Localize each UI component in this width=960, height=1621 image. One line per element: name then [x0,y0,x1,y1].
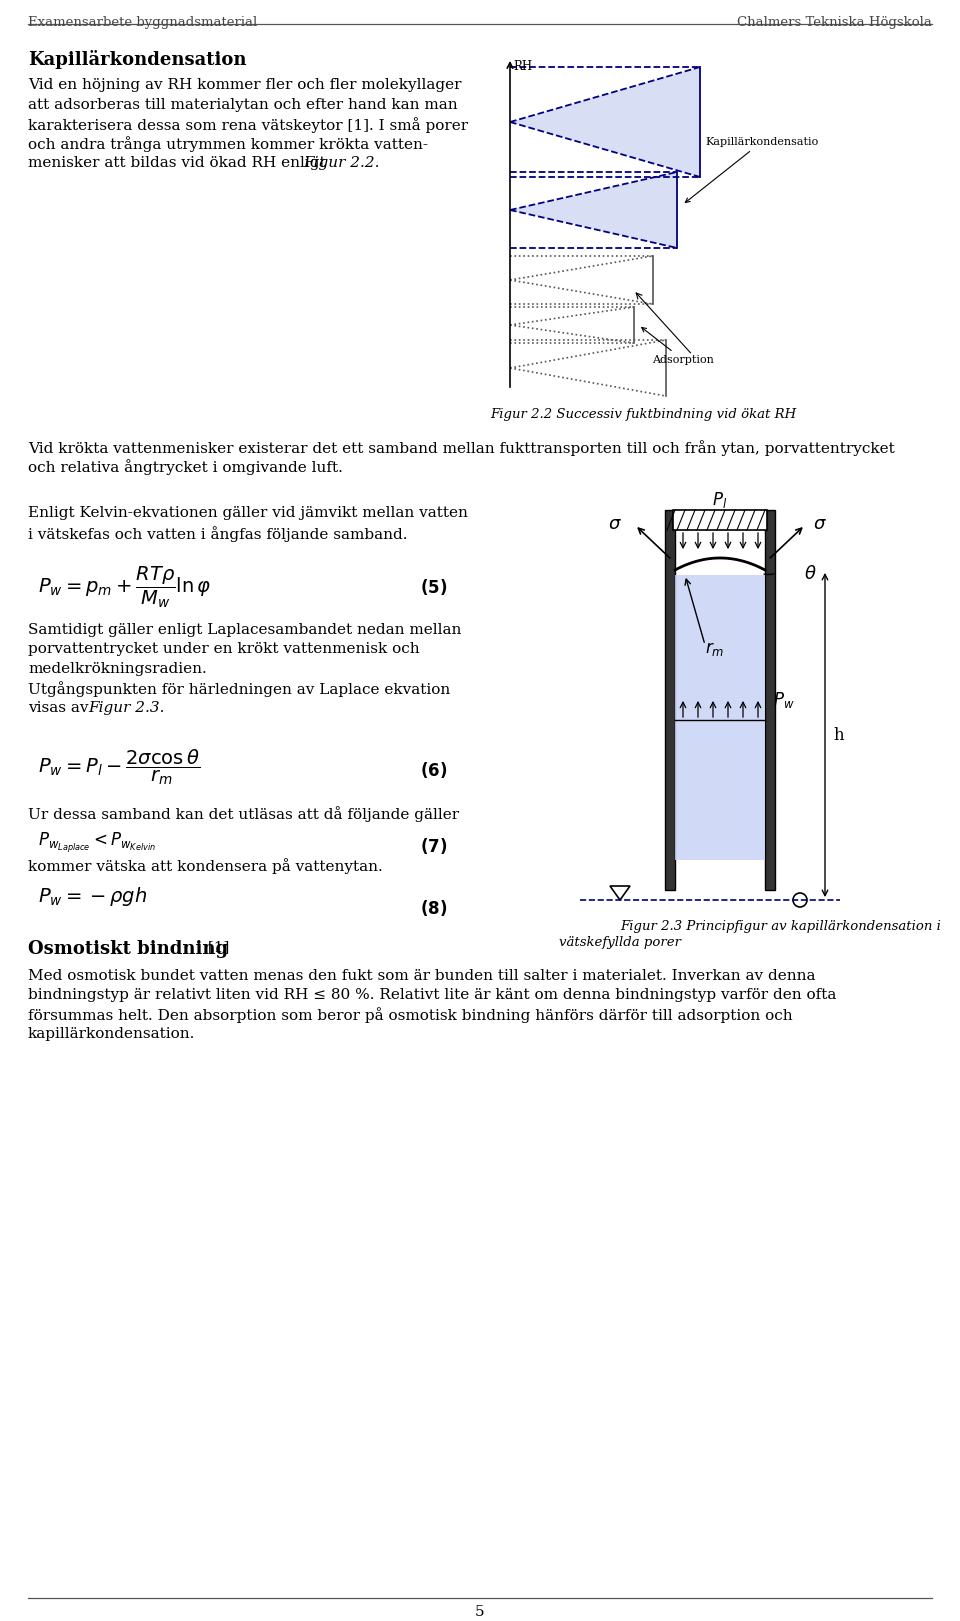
Text: bindningstyp är relativt liten vid RH ≤ 80 %. Relativt lite är känt om denna bin: bindningstyp är relativt liten vid RH ≤ … [28,989,836,1002]
Text: $\theta$: $\theta$ [804,566,816,584]
Bar [665,511,675,890]
Text: $r_m$: $r_m$ [706,640,725,658]
Text: Figur 2.2 Successiv fuktbindning vid ökat RH: Figur 2.2 Successiv fuktbindning vid öka… [490,408,796,421]
Text: porvattentrycket under en krökt vattenmenisk och: porvattentrycket under en krökt vattenme… [28,642,420,657]
Text: $P_{w_{Laplace}} < P_{w_{Kelvin}}$: $P_{w_{Laplace}} < P_{w_{Kelvin}}$ [38,830,156,854]
Text: $P_w = -\rho g h$: $P_w = -\rho g h$ [38,885,147,908]
Text: $P_w = P_l - \dfrac{2\sigma\cos\theta}{r_m}$: $P_w = P_l - \dfrac{2\sigma\cos\theta}{r… [38,747,200,788]
Text: kapillärkondensation.: kapillärkondensation. [28,1028,196,1041]
Text: Osmotiskt bindning: Osmotiskt bindning [28,940,228,958]
Text: Med osmotisk bundet vatten menas den fukt som är bunden till salter i materialet: Med osmotisk bundet vatten menas den fuk… [28,968,815,982]
Text: karakterisera dessa som rena vätskeytor [1]. I små porer: karakterisera dessa som rena vätskeytor … [28,117,468,133]
Text: $P_l$: $P_l$ [712,490,728,511]
Text: $P_w$: $P_w$ [773,691,795,710]
Text: Vid krökta vattenmenisker existerar det ett samband mellan fukttransporten till : Vid krökta vattenmenisker existerar det … [28,439,895,456]
Text: $\mathbf{(7)}$: $\mathbf{(7)}$ [420,835,447,856]
Text: Kapillärkondensation: Kapillärkondensation [28,50,247,70]
Text: Figur 2.3.: Figur 2.3. [88,700,164,715]
Text: 5: 5 [475,1605,485,1619]
Text: Examensarbete byggnadsmaterial: Examensarbete byggnadsmaterial [28,16,257,29]
Text: Chalmers Tekniska Högskola: Chalmers Tekniska Högskola [737,16,932,29]
Text: Kapillärkondensatio: Kapillärkondensatio [685,138,818,203]
Text: Enligt Kelvin-ekvationen gäller vid jämvikt mellan vatten: Enligt Kelvin-ekvationen gäller vid jämv… [28,506,468,520]
Text: kommer vätska att kondensera på vattenytan.: kommer vätska att kondensera på vattenyt… [28,858,383,874]
Text: Vid en höjning av RH kommer fler och fler molekyllager: Vid en höjning av RH kommer fler och fle… [28,78,462,92]
Text: i vätskefas och vatten i ångfas följande samband.: i vätskefas och vatten i ångfas följande… [28,525,407,541]
Text: Figur 2.3 Principfigur av kapillärkondensation i: Figur 2.3 Principfigur av kapillärkonden… [620,921,941,934]
Text: och andra trånga utrymmen kommer krökta vatten-: och andra trånga utrymmen kommer krökta … [28,136,428,152]
Bar [765,511,775,890]
Text: $\mathbf{(8)}$: $\mathbf{(8)}$ [420,898,447,917]
Text: $\sigma$: $\sigma$ [608,515,622,533]
Text: att adsorberas till materialytan och efter hand kan man: att adsorberas till materialytan och eft… [28,97,458,112]
Text: h: h [833,726,844,744]
Bar [673,511,767,530]
Text: [1]: [1] [203,940,229,955]
Text: menisker att bildas vid ökad RH enligt: menisker att bildas vid ökad RH enligt [28,156,330,170]
Polygon shape [510,66,700,177]
Text: Figur 2.2.: Figur 2.2. [303,156,379,170]
Text: medelkrökningsradien.: medelkrökningsradien. [28,661,206,676]
Text: Utgångspunkten för härledningen av Laplace ekvation: Utgångspunkten för härledningen av Lapla… [28,681,450,697]
Text: visas av: visas av [28,700,93,715]
Polygon shape [510,172,677,248]
Bar [675,575,765,861]
Text: $\mathbf{(6)}$: $\mathbf{(6)}$ [420,760,447,780]
Text: RH: RH [513,60,532,73]
Text: $P_w = p_m + \dfrac{RT\rho}{M_w}\ln\varphi$: $P_w = p_m + \dfrac{RT\rho}{M_w}\ln\varp… [38,566,211,611]
Polygon shape [610,887,630,900]
Text: Adsorption: Adsorption [641,327,714,365]
Text: Samtidigt gäller enligt Laplacesambandet nedan mellan: Samtidigt gäller enligt Laplacesambandet… [28,622,462,637]
Text: och relativa ångtrycket i omgivande luft.: och relativa ångtrycket i omgivande luft… [28,459,343,475]
Text: vätskefyllda porer: vätskefyllda porer [559,935,681,948]
Text: $\mathbf{(5)}$: $\mathbf{(5)}$ [420,577,447,597]
Text: $\sigma$: $\sigma$ [813,515,827,533]
Text: försummas helt. Den absorption som beror på osmotisk bindning hänförs därför til: försummas helt. Den absorption som beror… [28,1008,793,1023]
Text: Ur dessa samband kan det utläsas att då följande gäller: Ur dessa samband kan det utläsas att då … [28,806,459,822]
